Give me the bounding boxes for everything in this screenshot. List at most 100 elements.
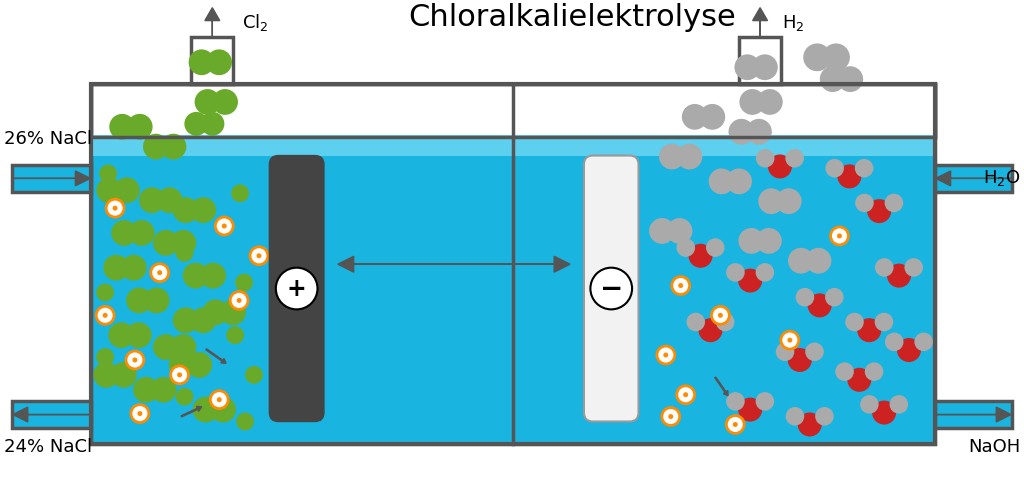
Circle shape xyxy=(815,407,834,426)
Circle shape xyxy=(726,169,752,194)
Circle shape xyxy=(716,312,734,331)
Circle shape xyxy=(103,255,129,280)
Circle shape xyxy=(787,338,793,343)
Circle shape xyxy=(106,199,124,217)
FancyArrow shape xyxy=(715,377,728,396)
Circle shape xyxy=(712,306,729,324)
Circle shape xyxy=(591,268,632,310)
FancyBboxPatch shape xyxy=(91,135,935,156)
Circle shape xyxy=(885,193,903,212)
Circle shape xyxy=(739,89,765,115)
Circle shape xyxy=(210,397,236,422)
Circle shape xyxy=(897,338,921,362)
Circle shape xyxy=(667,218,692,244)
Circle shape xyxy=(186,352,212,378)
Circle shape xyxy=(752,54,778,80)
FancyArrow shape xyxy=(935,407,1011,422)
Circle shape xyxy=(709,169,734,194)
Text: H$_2$O: H$_2$O xyxy=(983,168,1020,189)
Circle shape xyxy=(662,408,680,425)
Circle shape xyxy=(756,263,774,282)
Circle shape xyxy=(132,358,137,363)
Circle shape xyxy=(785,149,804,168)
Circle shape xyxy=(738,228,764,254)
Circle shape xyxy=(820,66,846,92)
Circle shape xyxy=(93,362,119,388)
Circle shape xyxy=(776,188,802,214)
Circle shape xyxy=(656,346,675,364)
Circle shape xyxy=(96,306,114,324)
FancyArrow shape xyxy=(13,407,91,422)
Circle shape xyxy=(726,416,744,434)
Circle shape xyxy=(193,397,218,422)
Circle shape xyxy=(139,187,165,213)
Circle shape xyxy=(738,269,762,293)
Circle shape xyxy=(758,188,784,214)
Circle shape xyxy=(190,307,216,333)
Circle shape xyxy=(874,312,893,331)
Circle shape xyxy=(230,292,248,310)
FancyArrow shape xyxy=(454,256,570,272)
Circle shape xyxy=(659,144,685,170)
Circle shape xyxy=(96,348,114,366)
Text: Cl$_2$: Cl$_2$ xyxy=(242,12,268,33)
Text: 24% NaCl: 24% NaCl xyxy=(4,438,92,456)
Circle shape xyxy=(201,112,224,136)
Circle shape xyxy=(131,405,148,422)
Circle shape xyxy=(698,318,723,342)
Circle shape xyxy=(756,149,774,168)
Circle shape xyxy=(855,159,873,177)
Circle shape xyxy=(672,277,689,295)
Circle shape xyxy=(825,288,844,307)
Circle shape xyxy=(890,395,908,414)
Circle shape xyxy=(217,397,222,402)
Circle shape xyxy=(847,368,871,392)
Circle shape xyxy=(201,263,226,289)
Circle shape xyxy=(237,413,254,431)
Circle shape xyxy=(175,388,194,406)
FancyArrow shape xyxy=(338,256,454,272)
Circle shape xyxy=(825,159,844,177)
FancyArrow shape xyxy=(181,406,202,417)
Circle shape xyxy=(212,89,238,115)
Circle shape xyxy=(188,50,214,75)
Circle shape xyxy=(126,322,152,348)
Circle shape xyxy=(677,144,702,170)
Circle shape xyxy=(669,414,673,419)
FancyBboxPatch shape xyxy=(12,165,91,192)
Circle shape xyxy=(798,413,821,436)
Circle shape xyxy=(161,134,186,159)
Circle shape xyxy=(838,164,861,189)
Circle shape xyxy=(726,392,744,411)
Circle shape xyxy=(649,218,675,244)
Circle shape xyxy=(121,255,146,280)
Circle shape xyxy=(236,274,253,292)
Circle shape xyxy=(836,363,854,381)
Circle shape xyxy=(126,288,152,313)
Circle shape xyxy=(756,392,774,411)
Circle shape xyxy=(256,253,261,258)
Circle shape xyxy=(838,66,863,92)
Circle shape xyxy=(677,386,694,404)
Circle shape xyxy=(718,313,723,318)
Circle shape xyxy=(111,362,137,388)
Circle shape xyxy=(756,228,781,254)
Circle shape xyxy=(726,263,744,282)
FancyBboxPatch shape xyxy=(935,165,1012,192)
Circle shape xyxy=(171,366,188,384)
Circle shape xyxy=(837,233,842,239)
FancyBboxPatch shape xyxy=(191,37,233,84)
FancyArrow shape xyxy=(206,349,226,363)
Circle shape xyxy=(96,177,122,203)
Circle shape xyxy=(206,50,232,75)
Circle shape xyxy=(151,264,169,281)
Circle shape xyxy=(822,43,850,71)
Text: +: + xyxy=(287,277,306,300)
Circle shape xyxy=(210,391,228,409)
Circle shape xyxy=(110,114,135,139)
FancyBboxPatch shape xyxy=(12,401,91,428)
Circle shape xyxy=(112,220,137,246)
Circle shape xyxy=(237,298,242,303)
FancyArrow shape xyxy=(12,171,90,186)
FancyBboxPatch shape xyxy=(269,156,324,421)
